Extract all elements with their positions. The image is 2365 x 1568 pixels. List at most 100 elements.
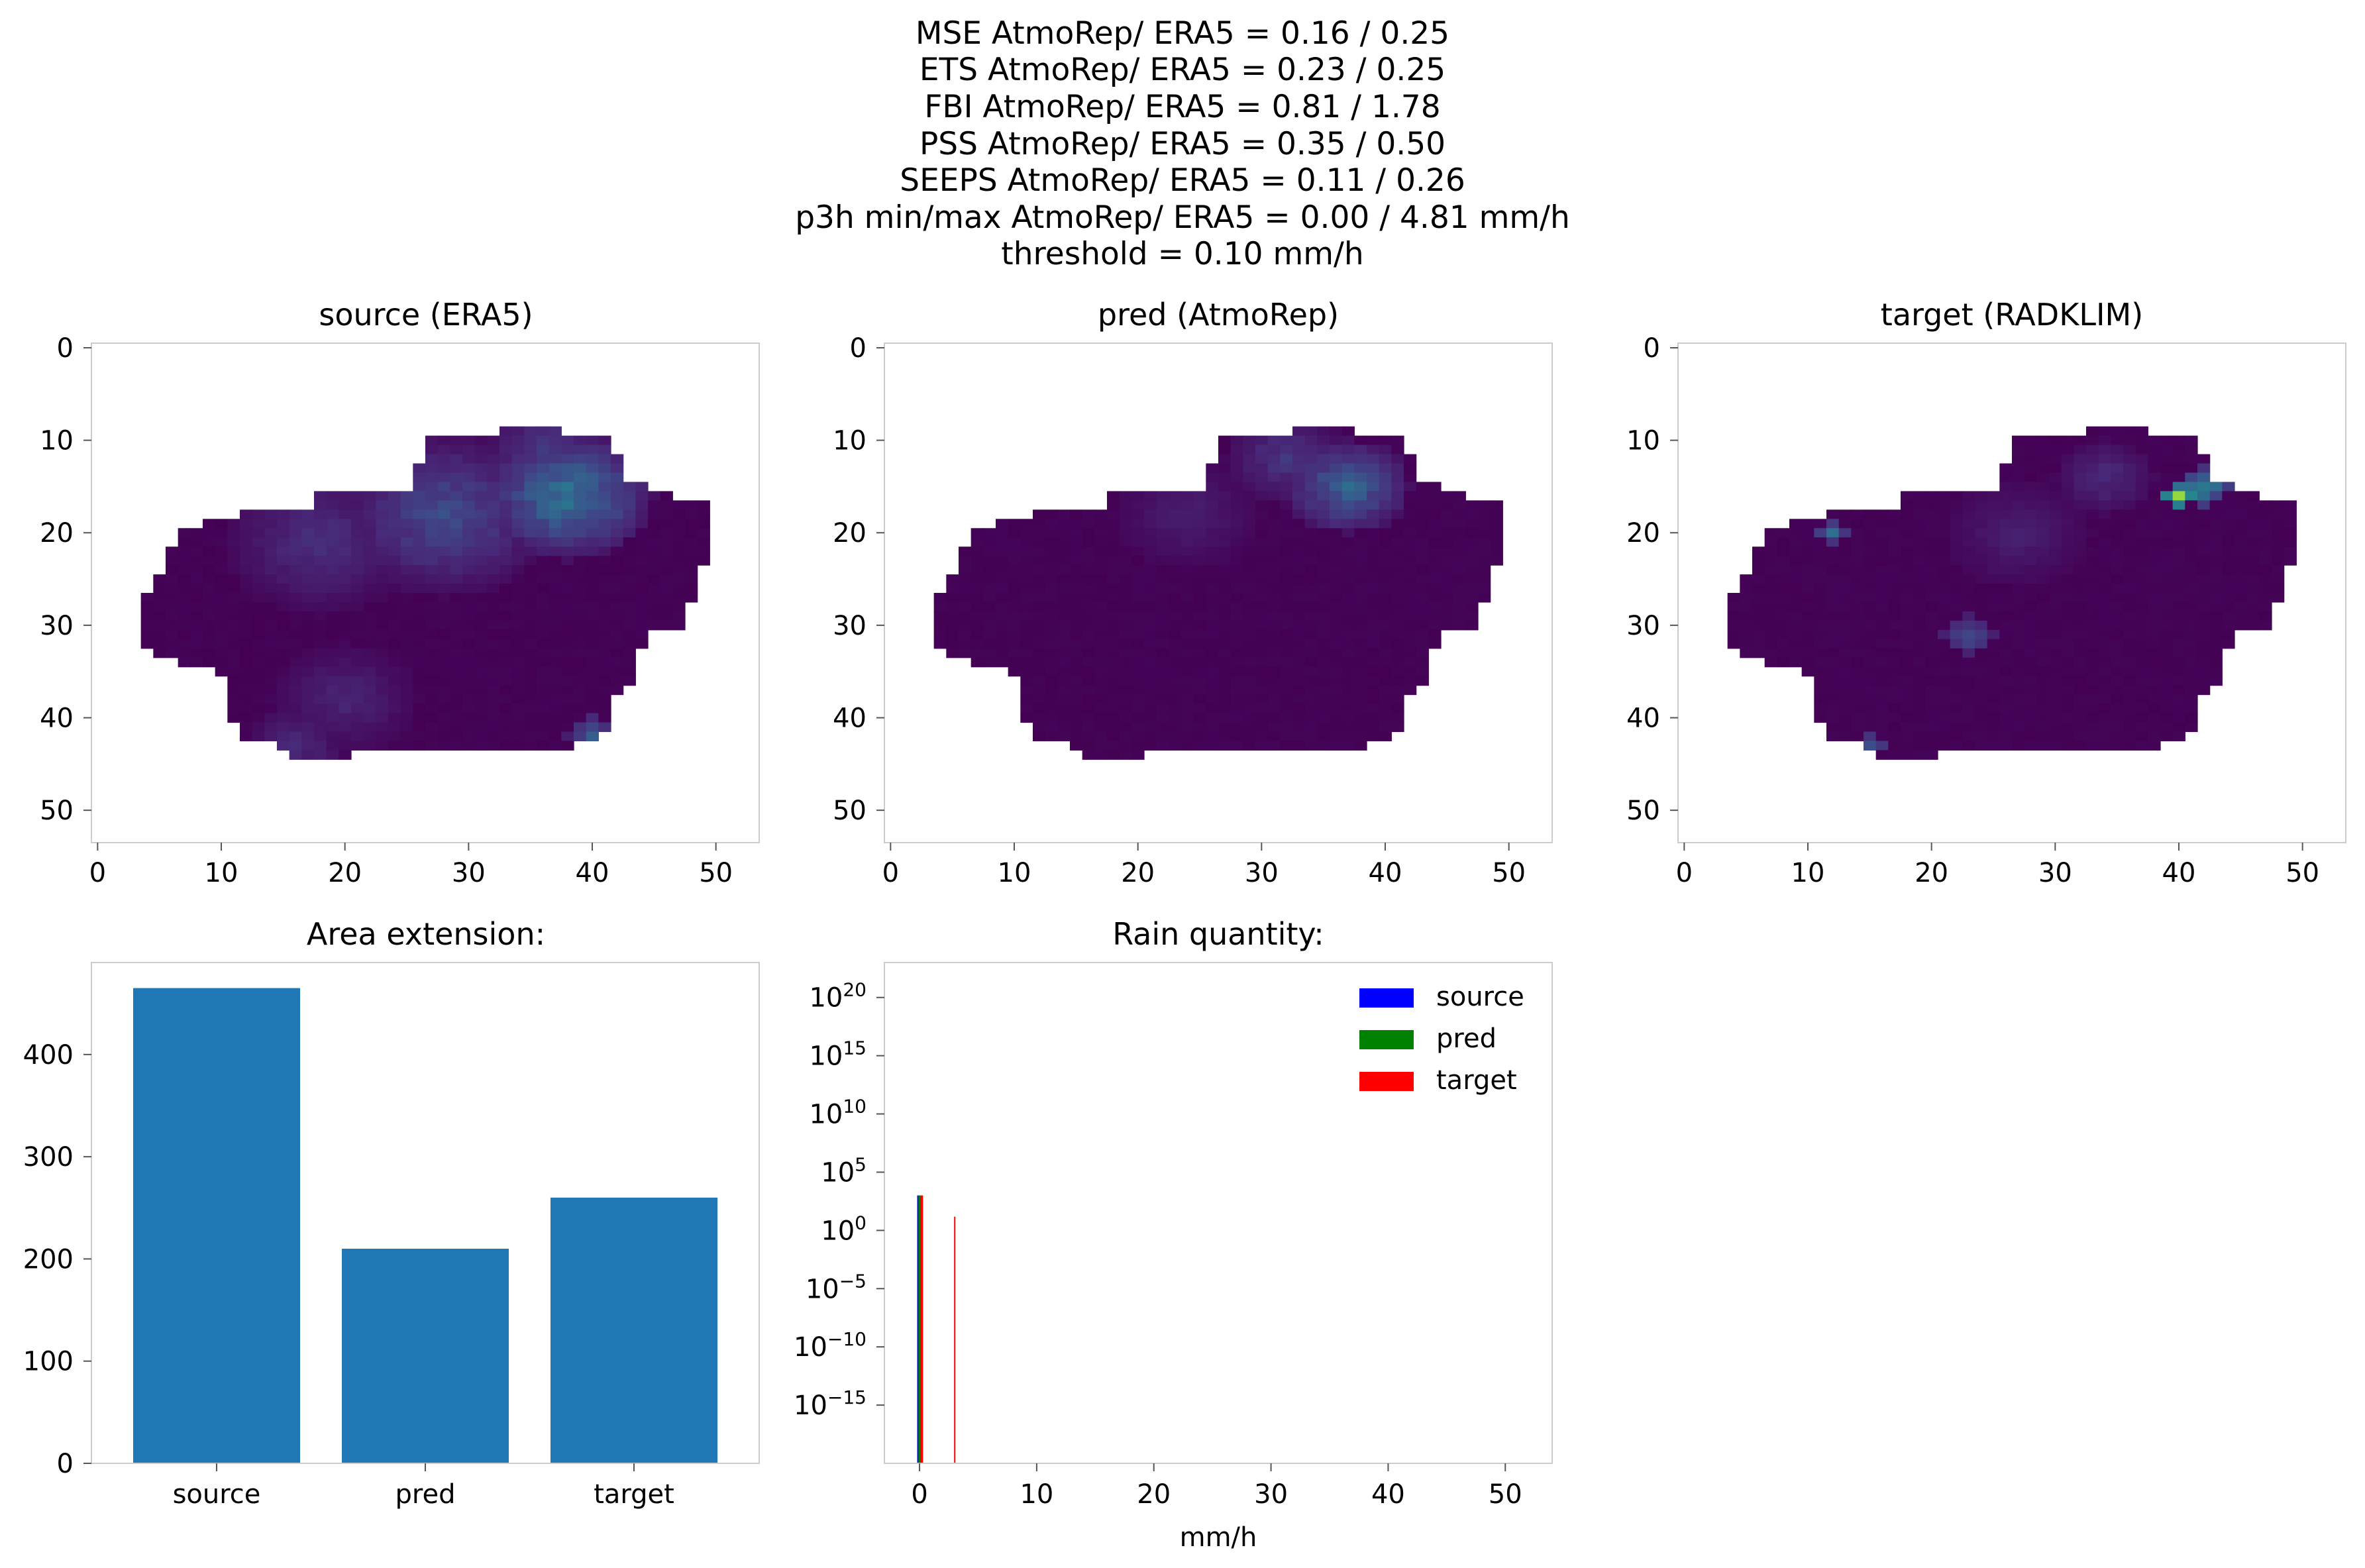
source-cell — [326, 722, 339, 733]
pred-cell — [1379, 593, 1392, 603]
pred-cell — [1354, 713, 1367, 723]
pred-cell — [1478, 565, 1491, 575]
source-cell — [363, 731, 376, 741]
pred-cell — [1206, 704, 1219, 714]
source-cell — [388, 639, 401, 649]
pred-cell — [1404, 657, 1417, 668]
pred-cell — [1404, 685, 1417, 696]
target-cell — [2012, 444, 2025, 455]
pred-cell — [1354, 574, 1367, 584]
source-cell — [537, 491, 550, 501]
source-cell — [450, 547, 463, 556]
target-cell — [1950, 519, 1963, 529]
target-cell — [2086, 528, 2099, 538]
target-cell — [1999, 685, 2013, 696]
source-x-tick-label: 0 — [89, 858, 106, 888]
target-cell — [1789, 648, 1803, 658]
source-cell — [561, 694, 574, 705]
target-cell — [1851, 648, 1864, 658]
pred-cell — [1453, 611, 1466, 621]
source-cell — [574, 629, 587, 640]
source-cell — [648, 537, 661, 547]
pred-cell — [971, 629, 984, 640]
pred-cell — [1218, 509, 1232, 519]
pred-cell — [1181, 509, 1194, 519]
target-cell — [1875, 565, 1889, 575]
target-cell — [1864, 537, 1877, 547]
source-cell — [326, 547, 339, 556]
target-cell — [1814, 657, 1827, 668]
target-cell — [2123, 574, 2136, 584]
source-cell — [227, 676, 240, 686]
source-cell — [264, 620, 278, 631]
source-cell — [190, 574, 203, 584]
pred-cell — [1057, 629, 1071, 640]
source-cell — [511, 593, 525, 603]
target-cell — [2135, 584, 2148, 594]
target-cell — [2012, 472, 2025, 483]
pred-cell — [1107, 629, 1120, 640]
source-cell — [561, 713, 574, 723]
target-cell — [2259, 574, 2272, 584]
target-cell — [2086, 657, 2099, 668]
pred-cell — [959, 639, 972, 649]
pred-cell — [1404, 611, 1417, 621]
target-cell — [2012, 601, 2025, 612]
pred-cell — [1070, 713, 1083, 723]
rain-x-tick-label: 30 — [1254, 1479, 1288, 1510]
target-cell — [2074, 620, 2087, 631]
source-cell — [351, 666, 364, 677]
target-cell — [1962, 676, 1975, 686]
rain-bar-pred — [918, 1195, 921, 1463]
source-cell — [376, 620, 389, 631]
pred-cell — [1478, 519, 1491, 529]
target-cell — [1962, 537, 1975, 547]
target-cell — [2061, 556, 2074, 566]
pred-cell — [1416, 537, 1429, 547]
target-cell — [2185, 584, 2198, 594]
source-cell — [574, 537, 587, 547]
pred-cell — [1243, 676, 1256, 686]
target-cell — [1851, 713, 1864, 723]
pred-cell — [983, 537, 996, 547]
source-cell — [252, 565, 265, 575]
target-cell — [1789, 519, 1803, 529]
target-cell — [1938, 620, 1951, 631]
source-cell — [574, 519, 587, 529]
pred-cell — [1267, 463, 1281, 474]
pred-cell — [959, 620, 972, 631]
target-cell — [2160, 629, 2174, 640]
source-cell — [511, 741, 525, 751]
source-cell — [413, 482, 426, 492]
source-cell — [561, 444, 574, 455]
source-cell — [635, 547, 649, 556]
source-cell — [437, 593, 450, 603]
source-cell — [598, 694, 611, 705]
source-cell — [598, 639, 611, 649]
pred-cell — [1478, 547, 1491, 556]
source-y-tick-label: 10 — [40, 426, 74, 456]
pred-cell — [1206, 500, 1219, 510]
target-cell — [1764, 565, 1777, 575]
pred-cell — [1144, 574, 1157, 584]
target-cell — [1826, 620, 1840, 631]
source-cell — [511, 574, 525, 584]
source-cell — [549, 537, 562, 547]
source-cell — [537, 547, 550, 556]
source-cell — [487, 519, 500, 529]
source-cell — [598, 648, 611, 658]
target-cell — [1875, 629, 1889, 640]
target-cell — [1801, 657, 1814, 668]
source-cell — [660, 491, 673, 501]
source-cell — [203, 556, 216, 566]
pred-cell — [1230, 463, 1243, 474]
pred-cell — [1391, 722, 1404, 733]
pred-cell — [1144, 601, 1157, 612]
pred-cell — [1341, 713, 1355, 723]
target-cell — [2049, 639, 2062, 649]
source-cell — [289, 574, 302, 584]
pred-cell — [1391, 584, 1404, 594]
source-cell — [660, 509, 673, 519]
source-cell — [363, 611, 376, 621]
pred-cell — [1354, 500, 1367, 510]
